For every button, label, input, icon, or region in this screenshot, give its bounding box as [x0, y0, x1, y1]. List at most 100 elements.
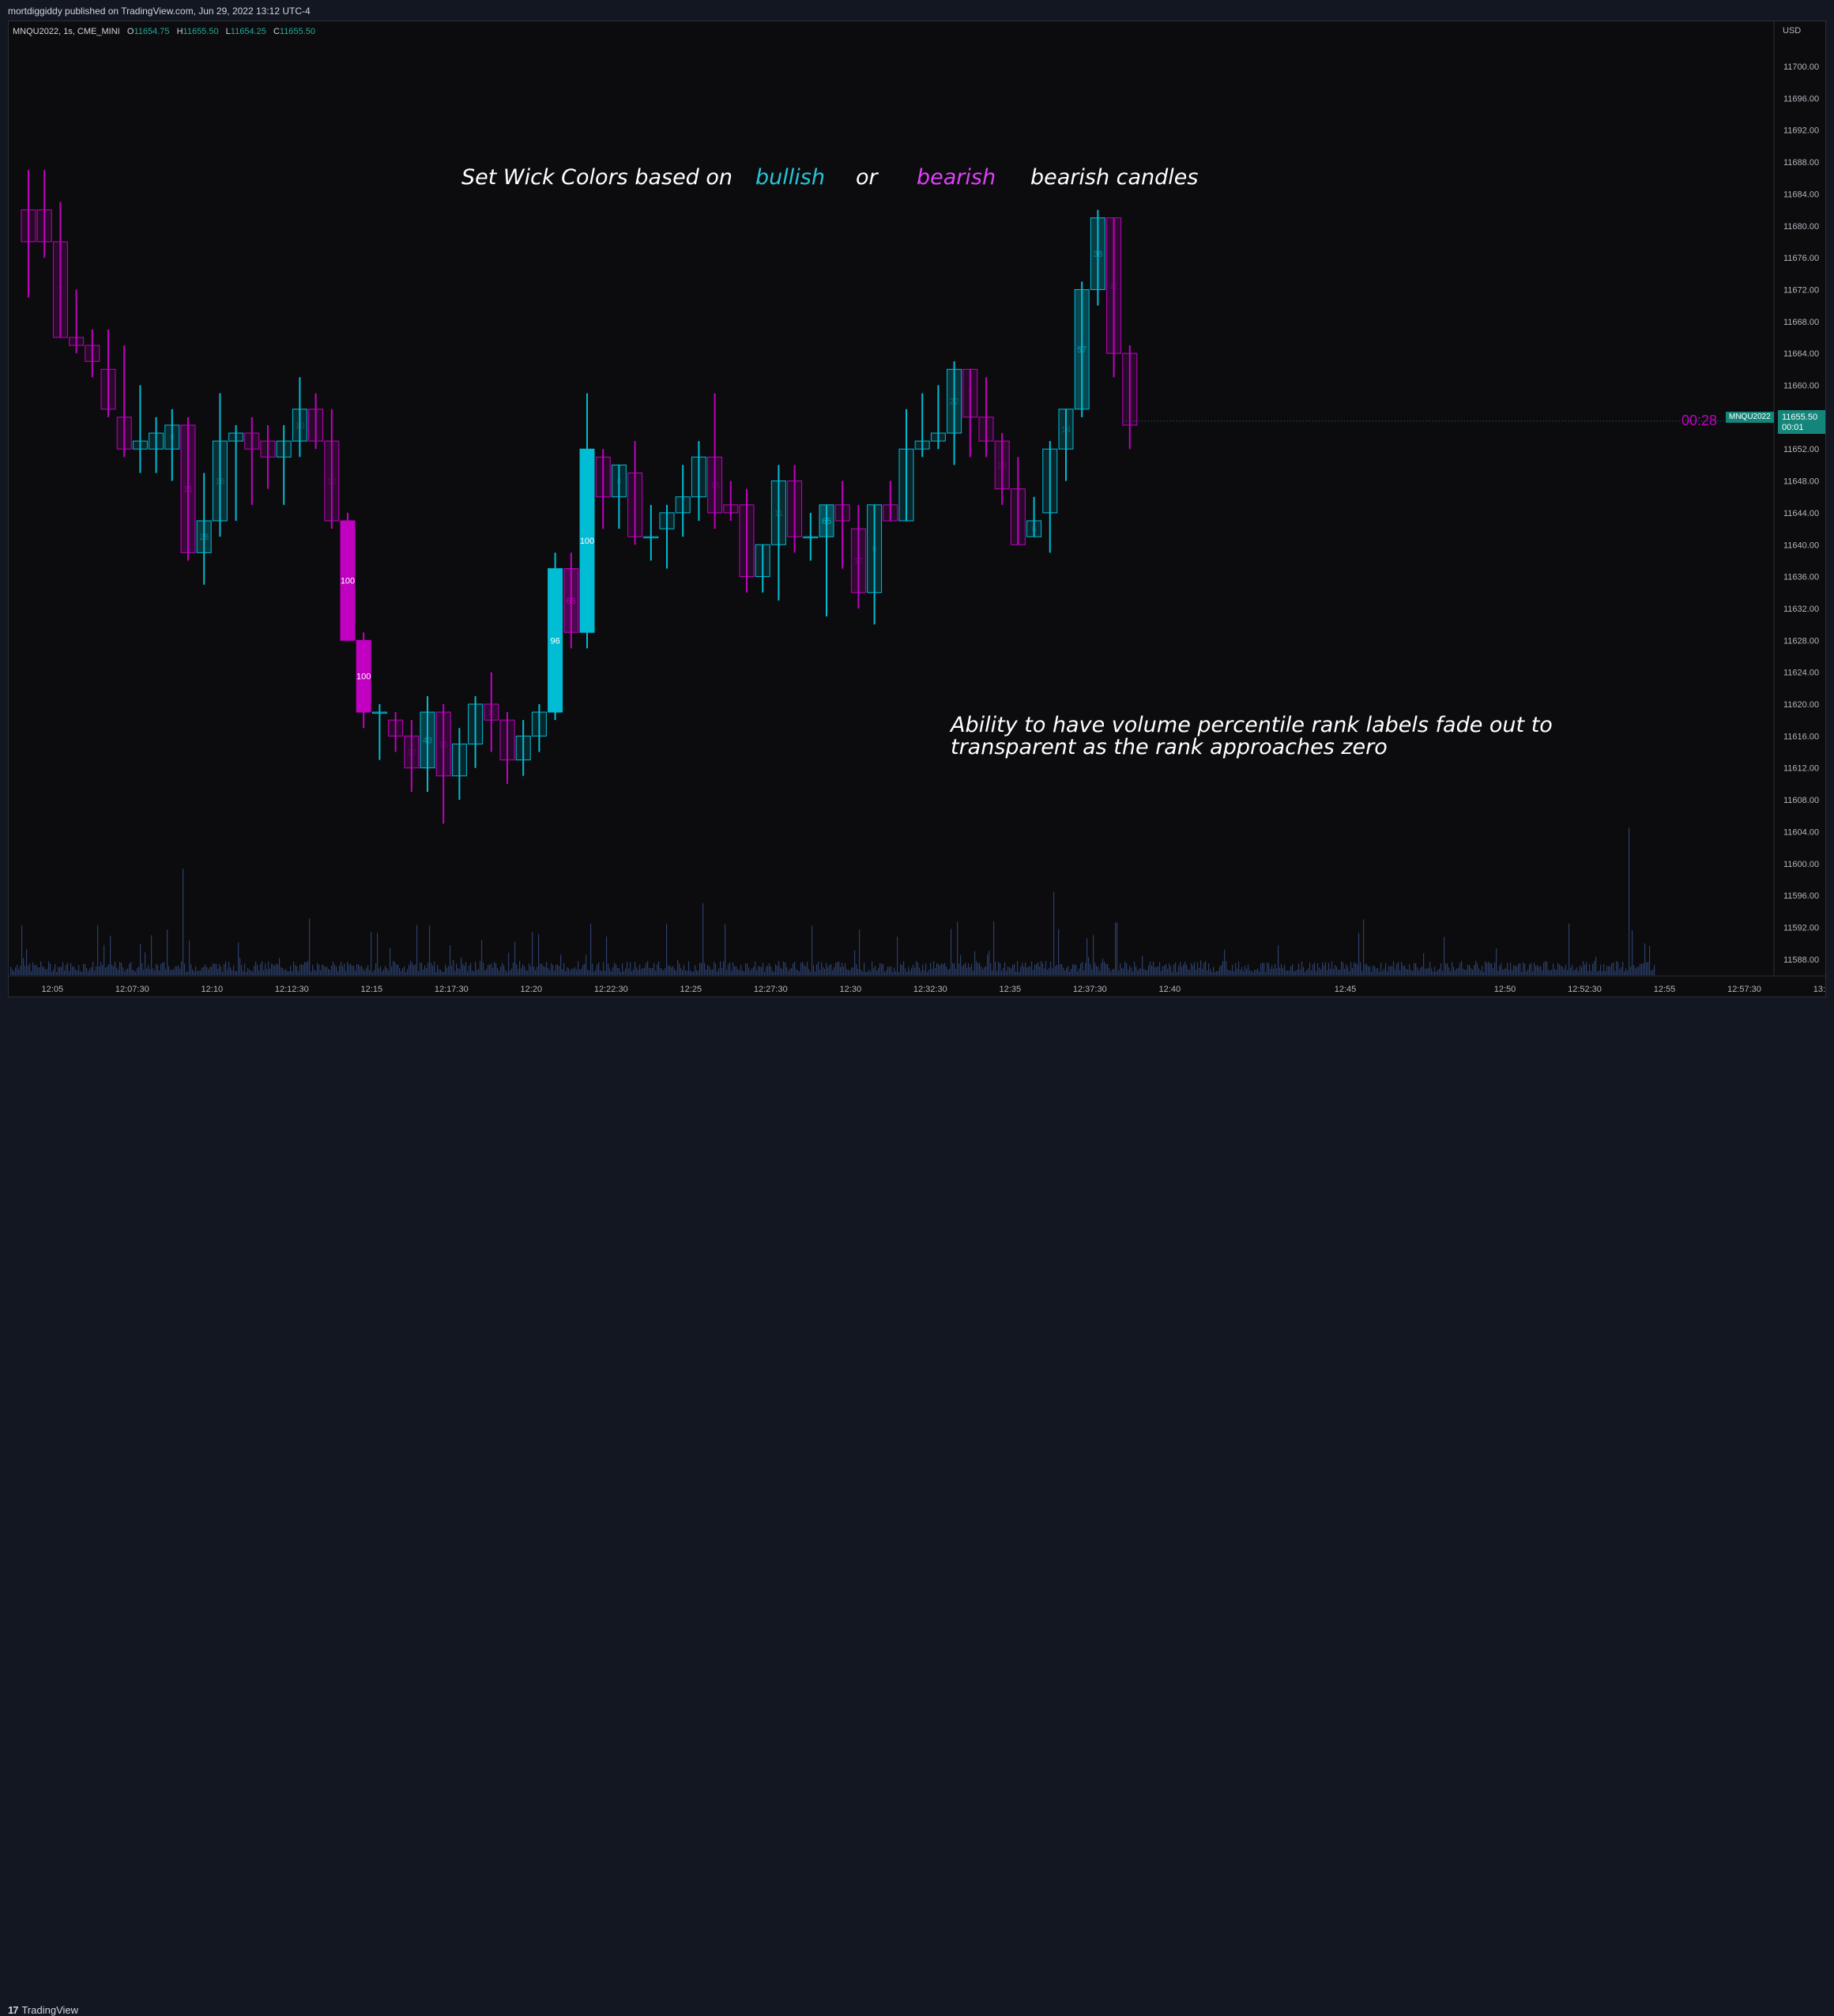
volume-bar: [837, 962, 838, 975]
volume-bar: [1222, 961, 1224, 975]
candle-body: [930, 432, 946, 442]
volume-bar: [1521, 971, 1523, 975]
volume-bar: [1023, 966, 1025, 975]
volume-bar: [791, 967, 793, 975]
volume-bar: [1358, 933, 1360, 975]
candle: [276, 424, 292, 505]
volume-bar: [1455, 970, 1456, 975]
volume-bar: [23, 958, 24, 975]
tradingview-brand[interactable]: 17 TradingView: [8, 2004, 78, 2016]
volume-bar: [309, 918, 311, 975]
volume-bar: [769, 963, 770, 975]
volume-bar: [1532, 970, 1534, 975]
candle: 16: [435, 704, 451, 824]
footer-bar: 17 TradingView: [0, 997, 1834, 2016]
volume-bar: [1344, 968, 1346, 975]
volume-bar: [1611, 963, 1613, 975]
volume-bar: [1124, 961, 1126, 975]
volume-bar: [1189, 970, 1191, 975]
candle-rank-label: 9: [170, 433, 175, 443]
volume-bar: [1143, 969, 1145, 975]
candle: 11: [1106, 217, 1122, 378]
volume-bar: [590, 923, 592, 975]
tradingview-brand-label: TradingView: [21, 2004, 79, 2016]
volume-bar: [865, 971, 867, 975]
volume-bar: [505, 970, 507, 975]
volume-bar: [140, 944, 141, 975]
volume-bar: [1478, 968, 1480, 975]
volume-bar: [1063, 967, 1064, 975]
candle: [691, 441, 706, 521]
candle: [898, 409, 914, 522]
volume-bar: [18, 969, 20, 975]
volume-bar: [347, 961, 348, 975]
volume-bar: [1387, 970, 1388, 975]
volume-bar: [1461, 961, 1463, 975]
volume-bar: [620, 971, 622, 975]
volume-bar: [113, 966, 115, 975]
volume-bar: [979, 963, 981, 975]
candle-body: [548, 568, 563, 713]
volume-bar: [34, 965, 36, 975]
candle: [1042, 441, 1058, 553]
volume-bar: [1374, 966, 1376, 975]
volume-bar: [1164, 965, 1166, 975]
volume-bar: [89, 968, 91, 975]
volume-bar: [1151, 965, 1153, 975]
volume-bar: [1101, 963, 1102, 975]
candle-body: [260, 440, 276, 458]
volume-bar: [1548, 970, 1550, 975]
volume-bar: [1488, 961, 1489, 975]
volume-bar: [1507, 963, 1508, 975]
candle-rank-label: 22: [949, 398, 958, 407]
volume-bar: [263, 970, 265, 975]
volume-bar: [1173, 964, 1175, 975]
volume-bar: [715, 963, 717, 975]
candle-rank-label: 17: [853, 556, 863, 566]
volume-bar: [660, 967, 661, 975]
volume-bar: [1278, 945, 1279, 975]
candle-rank-label: 100: [341, 577, 355, 586]
volume-bar: [1112, 969, 1113, 975]
candle-body: [1090, 217, 1105, 290]
volume-bar: [105, 967, 107, 975]
volume-bar: [1595, 956, 1597, 975]
volume-bar: [1074, 964, 1075, 975]
volume-bar: [91, 967, 92, 975]
volume-bar: [1033, 970, 1034, 975]
candle-body: [451, 743, 467, 777]
candle-body: [867, 504, 883, 593]
volume-bar: [516, 964, 518, 975]
volume-bar: [1624, 970, 1625, 975]
candle-rank-label: 10: [295, 421, 304, 431]
volume-bar: [1368, 966, 1369, 975]
volume-bar: [64, 970, 66, 975]
candle: [1122, 345, 1138, 450]
legend-o-value: 11654.75: [134, 27, 170, 36]
volume-bar: [693, 971, 695, 975]
volume-bar: [859, 929, 861, 975]
volume-bar: [1153, 961, 1154, 975]
volume-bar: [767, 965, 769, 975]
volume-bar: [1241, 967, 1243, 975]
volume-bar: [1428, 967, 1429, 975]
candle: [228, 424, 244, 521]
volume-bar: [1191, 963, 1192, 975]
volume-bar: [1627, 970, 1629, 975]
volume-bar: [306, 962, 307, 975]
annotation-top-or: or: [856, 165, 878, 190]
chart-frame[interactable]: 7 9 31 28 16 10 12 100 100 12 43 16 11 96 65 100 6 13 11 65…: [8, 21, 1826, 997]
candle: [739, 488, 755, 593]
candle-body: [739, 504, 755, 578]
volume-bar: [167, 929, 168, 975]
volume-bar: [391, 967, 393, 975]
volume-bar: [846, 969, 848, 975]
volume-bar: [1072, 964, 1074, 975]
volume-bar: [1557, 963, 1559, 975]
volume-bar: [1546, 961, 1548, 975]
volume-bar: [157, 965, 159, 975]
candle-body: [755, 544, 770, 578]
candle-body: [834, 504, 850, 522]
